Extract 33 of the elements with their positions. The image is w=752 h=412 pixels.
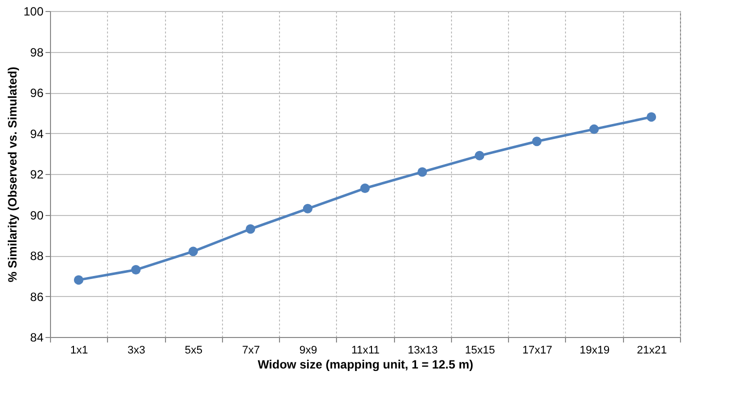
x-axis-title: Widow size (mapping unit, 1 = 12.5 m) (258, 358, 474, 372)
x-tick-label: 9x9 (299, 344, 318, 356)
point (532, 136, 542, 146)
x-tick-label: 1x1 (70, 344, 88, 356)
x-tick-label: 13x13 (408, 344, 438, 356)
y-tick-label: 94 (30, 126, 44, 141)
point (418, 167, 428, 177)
point (589, 124, 599, 134)
point (188, 246, 198, 256)
x-tick-label: 19x19 (580, 344, 610, 356)
y-tick-label: 86 (30, 290, 44, 304)
y-tick-label: 100 (23, 4, 44, 18)
y-axis-title: % Similarity (Observed vs. Simulated) (5, 66, 20, 282)
point (360, 184, 370, 193)
point (246, 224, 256, 234)
point (646, 112, 656, 122)
y-tick-label: 88 (30, 249, 44, 263)
x-tick-label: 5x5 (184, 344, 203, 356)
x-tick-label: 7x7 (242, 344, 260, 356)
y-tick-label: 92 (30, 168, 44, 182)
x-tick-label: 3x3 (128, 344, 146, 356)
x-tick-label: 11x11 (351, 344, 380, 356)
y-tick-label: 90 (30, 208, 44, 222)
y-tick-label: 84 (30, 330, 44, 344)
y-tick-label: 96 (30, 86, 44, 100)
x-tick-label: 21x21 (636, 344, 667, 356)
point (474, 150, 484, 160)
x-tick-label: 17x17 (522, 344, 552, 356)
y-tick-label: 98 (30, 45, 44, 60)
point (74, 275, 84, 285)
x-tick-label: 15x15 (465, 344, 496, 356)
point (131, 265, 141, 274)
point (302, 204, 312, 214)
